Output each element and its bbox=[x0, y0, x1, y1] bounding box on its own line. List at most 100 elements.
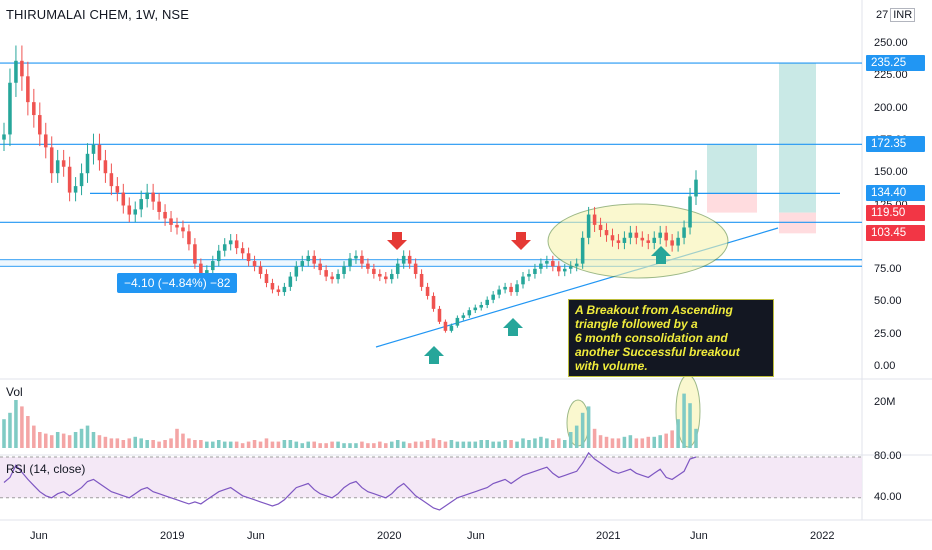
candle-body bbox=[228, 240, 233, 245]
price-tick-label: 150.00 bbox=[874, 166, 908, 179]
volume-bar bbox=[79, 428, 84, 448]
candle-body bbox=[336, 273, 340, 280]
volume-bar bbox=[61, 433, 66, 448]
volume-bar bbox=[604, 436, 609, 448]
volume-pane-label: Vol bbox=[6, 385, 23, 399]
stop-zone-1 bbox=[707, 193, 757, 213]
candle-body bbox=[485, 299, 489, 305]
rsi-line bbox=[3, 451, 697, 511]
volume-bar bbox=[360, 441, 364, 448]
volume-bar bbox=[366, 443, 370, 448]
volume-bar bbox=[91, 432, 96, 448]
target-zone-1 bbox=[707, 144, 757, 194]
candle-body bbox=[14, 60, 18, 83]
currency-prefix: 27 bbox=[876, 9, 889, 21]
stop-zone-2 bbox=[779, 212, 816, 234]
volume-bar bbox=[497, 441, 501, 448]
candle-body bbox=[133, 209, 138, 215]
volume-bar bbox=[372, 443, 376, 448]
candle-body bbox=[360, 255, 364, 264]
candle-body bbox=[43, 134, 48, 148]
candle-body bbox=[598, 224, 603, 231]
candle-body bbox=[187, 231, 191, 245]
candle-body bbox=[175, 224, 179, 228]
candle-body bbox=[342, 266, 346, 274]
buy-arrow-icon bbox=[503, 318, 523, 336]
buy-arrow-icon bbox=[651, 246, 671, 264]
candle-body bbox=[503, 286, 507, 290]
candle-body bbox=[562, 268, 567, 272]
candle-body bbox=[413, 263, 418, 274]
candle-body bbox=[252, 261, 257, 267]
volume-bar bbox=[38, 432, 42, 448]
volume-bar bbox=[664, 433, 668, 448]
volume-bar bbox=[682, 393, 686, 448]
candle-body bbox=[378, 273, 382, 277]
volume-bar bbox=[97, 435, 102, 448]
candle-body bbox=[348, 258, 352, 267]
volume-bar bbox=[503, 440, 507, 448]
symbol-title: THIRUMALAI CHEM, 1W, NSE bbox=[6, 7, 189, 22]
candle-body bbox=[222, 244, 227, 251]
candle-body bbox=[366, 263, 370, 269]
time-tick-label: Jun bbox=[467, 530, 485, 542]
time-tick-label: 2020 bbox=[377, 530, 402, 542]
volume-bar bbox=[378, 441, 382, 448]
candle-body bbox=[682, 227, 686, 238]
candle-body bbox=[199, 263, 203, 274]
volume-bar bbox=[425, 440, 430, 448]
volume-bar bbox=[473, 441, 478, 448]
volume-bar bbox=[419, 441, 424, 448]
volume-bar bbox=[533, 438, 537, 448]
volume-bar bbox=[586, 406, 591, 448]
target-zone-2 bbox=[779, 63, 816, 213]
time-tick-label: Jun bbox=[690, 530, 708, 542]
volume-bar bbox=[163, 440, 167, 448]
candle-body bbox=[527, 273, 531, 277]
volume-bar bbox=[211, 441, 215, 448]
volume-bar bbox=[282, 440, 287, 448]
candle-body bbox=[551, 261, 555, 267]
volume-bar bbox=[109, 438, 114, 448]
volume-bar bbox=[151, 440, 155, 448]
price-tick-label: 25.00 bbox=[874, 327, 902, 340]
candle-body bbox=[557, 266, 561, 272]
candle-body bbox=[318, 263, 322, 271]
volume-bar bbox=[49, 435, 54, 448]
candle-body bbox=[491, 294, 495, 300]
volume-bar bbox=[389, 441, 394, 448]
volume-bar bbox=[443, 441, 448, 448]
candle-body bbox=[61, 160, 66, 167]
volume-bar bbox=[348, 443, 352, 448]
volume-bar bbox=[670, 430, 674, 448]
currency-indicator[interactable]: 27 INR bbox=[876, 8, 916, 22]
time-tick-label: 2021 bbox=[596, 530, 621, 542]
volume-bar bbox=[527, 440, 531, 448]
candle-body bbox=[574, 263, 579, 267]
candle-body bbox=[330, 276, 334, 280]
volume-bar bbox=[407, 443, 412, 448]
candle-body bbox=[354, 255, 358, 259]
volume-bar bbox=[67, 435, 72, 448]
candle-body bbox=[694, 179, 698, 197]
volume-bar bbox=[622, 436, 627, 448]
candle-body bbox=[8, 82, 12, 135]
volume-bar bbox=[228, 441, 233, 448]
volume-bar bbox=[676, 419, 680, 448]
price-level-tag: 134.40 bbox=[866, 185, 925, 202]
candle-body bbox=[658, 232, 662, 238]
volume-bar bbox=[276, 441, 281, 448]
candle-body bbox=[586, 214, 591, 238]
candle-body bbox=[103, 160, 108, 174]
candle-body bbox=[246, 253, 251, 262]
candle-body bbox=[127, 205, 132, 215]
volume-bar bbox=[55, 432, 60, 448]
volume-bar bbox=[688, 403, 692, 448]
candle-body bbox=[539, 263, 543, 269]
candle-body bbox=[49, 147, 54, 174]
candle-body bbox=[300, 261, 305, 267]
candle-body bbox=[26, 76, 30, 103]
rsi-band bbox=[0, 457, 862, 498]
candle-body bbox=[628, 232, 633, 238]
